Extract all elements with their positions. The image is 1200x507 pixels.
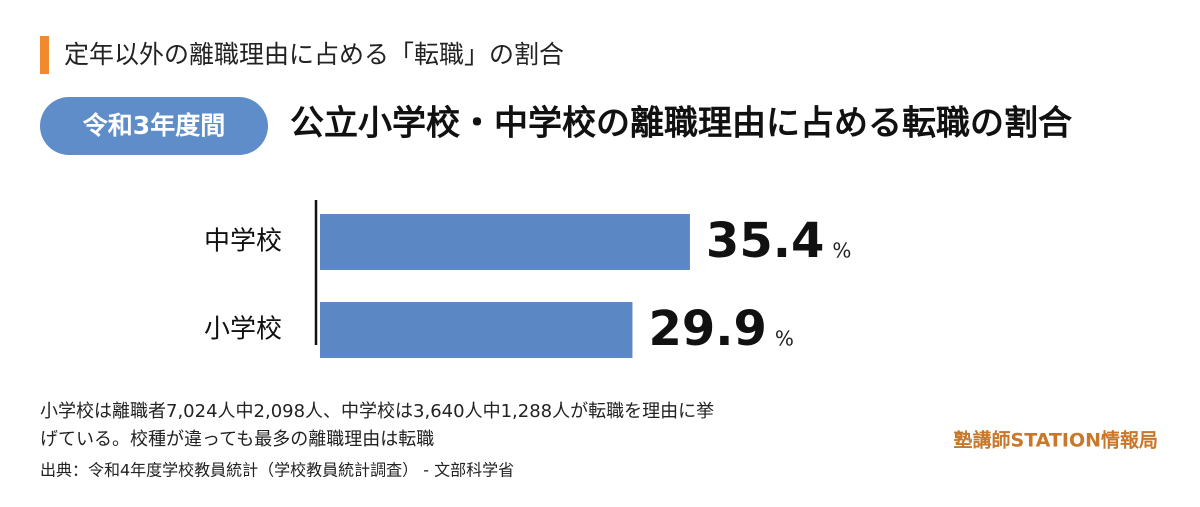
note: げている。校種が違っても最多の離職理由は転職 [40, 429, 434, 450]
category-label: 中学校 [204, 227, 282, 257]
badge: 令和3年度間 [83, 111, 225, 140]
bar [320, 214, 690, 270]
logo: 塾講師STATION情報局 [954, 429, 1158, 452]
value-label: 29.9 [648, 301, 766, 357]
unit-label: % [775, 327, 794, 351]
chart-title: 公立小学校・中学校の離職理由に占める転職の割合 [290, 104, 1072, 144]
category-label: 小学校 [204, 315, 282, 345]
bar [320, 302, 633, 358]
badge-bg [40, 97, 268, 155]
source: 出典：令和4年度学校教員統計（学校教員統計調査） - 文部科学省 [40, 461, 514, 480]
unit-label: % [832, 239, 851, 263]
value-label: 35.4 [706, 213, 824, 269]
header: 定年以外の離職理由に占める「転職」の割合 [64, 40, 564, 69]
header-accent [40, 36, 49, 74]
note: 小学校は離職者7,024人中2,098人、中学校は3,640人中1,288人が転… [40, 401, 714, 422]
